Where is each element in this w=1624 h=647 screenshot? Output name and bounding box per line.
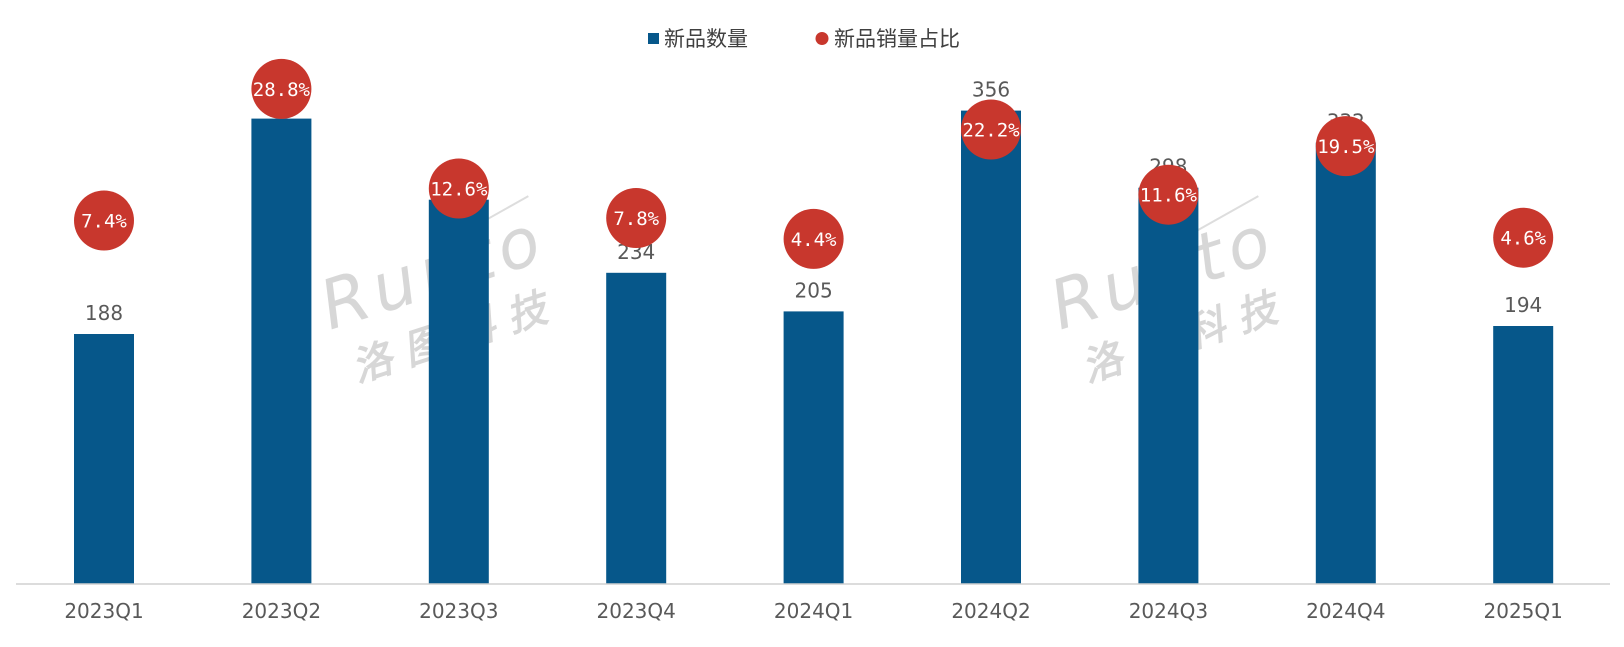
- bar-2023Q3: [428, 199, 489, 584]
- bars: [74, 110, 1554, 584]
- share-bubble-2024Q4: [1315, 116, 1376, 177]
- x-tick-label: 2024Q3: [1129, 599, 1208, 623]
- share-bubble-2023Q2: [251, 58, 312, 119]
- x-tick-labels: 2023Q1 2023Q2 2023Q3 2023Q4 2024Q1 2024Q2 2024…: [64, 599, 1563, 623]
- share-bubble-label: 4.4%: [791, 229, 837, 251]
- bar-value-label: 194: [1504, 293, 1542, 317]
- legend-label-bar: 新品数量: [664, 27, 748, 51]
- bar-2024Q3: [1138, 187, 1199, 584]
- share-bubble-label: 7.4%: [81, 211, 127, 233]
- bar-value-label: 205: [795, 278, 833, 302]
- x-tick-label: 2023Q4: [597, 599, 676, 623]
- bar-2025Q1: [1493, 326, 1554, 584]
- share-bubble-label: 22.2%: [962, 120, 1020, 142]
- x-tick-label: 2024Q1: [774, 599, 853, 623]
- share-bubble-label: 19.5%: [1317, 136, 1375, 158]
- share-bubble-label: 11.6%: [1140, 185, 1198, 207]
- share-bubble-2024Q1: [783, 208, 844, 269]
- share-bubble-label: 12.6%: [430, 179, 488, 201]
- x-tick-label: 2023Q3: [419, 599, 498, 623]
- x-tick-label: 2025Q1: [1484, 599, 1563, 623]
- x-tick-label: 2024Q4: [1306, 599, 1385, 623]
- share-bubble-2024Q2: [961, 99, 1021, 160]
- legend-swatch-dot: [815, 32, 829, 45]
- bar-2024Q4: [1315, 142, 1376, 584]
- legend-label-dot: 新品销量占比: [834, 27, 960, 51]
- share-bubble-label: 7.8%: [613, 208, 659, 230]
- watermark-stroke: [1195, 195, 1259, 232]
- share-bubble-2023Q1: [74, 190, 134, 251]
- x-tick-label: 2024Q2: [951, 599, 1030, 623]
- bar-2023Q2: [251, 118, 312, 584]
- share-bubble-2023Q3: [428, 158, 489, 219]
- bar-2023Q4: [606, 272, 667, 584]
- bar-2024Q2: [961, 110, 1021, 584]
- x-tick-label: 2023Q1: [64, 599, 143, 623]
- share-bubbles: 7.4% 28.8% 12.6% 7.8% 4.4% 22.2% 11.6% 19.5% 4.6…: [74, 58, 1554, 269]
- share-bubble-2023Q4: [606, 188, 667, 248]
- x-tick-label: 2023Q2: [242, 599, 321, 623]
- legend: 新品数量 新品销量占比: [648, 27, 960, 51]
- share-bubble-2025Q1: [1493, 207, 1554, 268]
- bar-2023Q1: [74, 334, 134, 584]
- bar-value-label: 356: [972, 78, 1010, 102]
- bar-value-label: 188: [85, 301, 123, 325]
- bar-2024Q1: [783, 311, 844, 584]
- share-bubble-2024Q3: [1138, 164, 1199, 225]
- share-bubble-label: 28.8%: [253, 79, 311, 101]
- share-bubble-label: 4.6%: [1500, 228, 1546, 250]
- legend-swatch-bar: [648, 33, 659, 44]
